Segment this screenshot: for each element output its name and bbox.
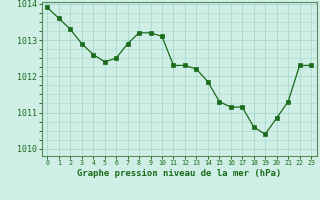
X-axis label: Graphe pression niveau de la mer (hPa): Graphe pression niveau de la mer (hPa)	[77, 169, 281, 178]
